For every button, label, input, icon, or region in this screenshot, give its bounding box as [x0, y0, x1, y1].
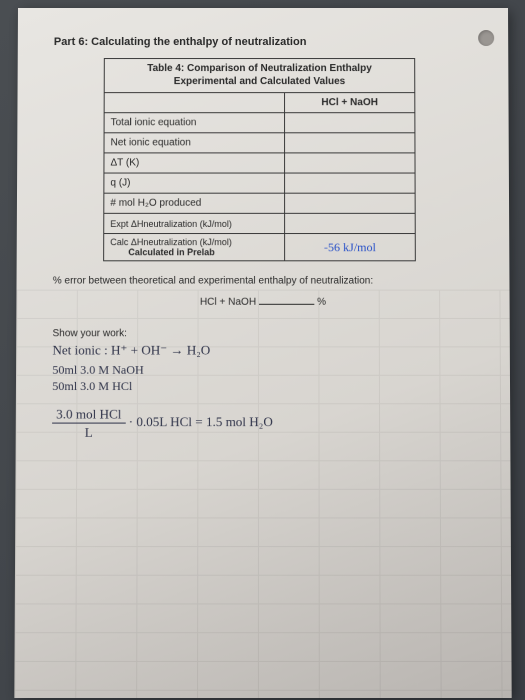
row-label: # mol H₂O produced	[104, 193, 285, 213]
fraction-numerator: 3.0 mol HCl	[52, 407, 125, 423]
row-label: Net ionic equation	[104, 133, 285, 153]
binder-hole	[478, 30, 494, 46]
blank-corner-cell	[104, 93, 284, 113]
show-work-area: Show your work: Net ionic : H⁺ + OH⁻ → H…	[52, 328, 475, 511]
table-row: Net ionic equation	[104, 133, 415, 153]
worksheet-paper: Part 6: Calculating the enthalpy of neut…	[14, 8, 511, 698]
row-value	[285, 193, 416, 213]
row-value	[285, 153, 415, 173]
neutralization-table: Table 4: Comparison of Neutralization En…	[103, 58, 416, 261]
error-prompt: % error between theoretical and experime…	[53, 275, 474, 286]
error-label: HCl + NaOH	[200, 297, 256, 308]
table-row: q (J)	[104, 173, 415, 193]
table-row: Expt ΔHneutralization (kJ/mol)	[104, 213, 416, 233]
handwriting-vol1: 50ml 3.0 M NaOH	[52, 363, 143, 378]
handwriting-calc: 3.0 mol HCl L · 0.05L HCl = 1.5 mol H₂O	[52, 407, 273, 439]
row-value	[285, 133, 415, 153]
column-header: HCl + NaOH	[285, 93, 415, 113]
handwriting-net-ionic: Net ionic : H⁺ + OH⁻ → H₂O	[52, 342, 210, 358]
error-blank	[259, 295, 314, 305]
row-label: Expt ΔHneutralization (kJ/mol)	[104, 213, 285, 233]
row-value	[285, 113, 415, 133]
caption-line2: Experimental and Calculated Values	[174, 76, 345, 87]
error-suffix: %	[317, 297, 326, 308]
section-heading: Part 6: Calculating the enthalpy of neut…	[54, 36, 472, 48]
handwriting-vol2: 50ml 3.0 M HCl	[52, 379, 132, 394]
table-container: Table 4: Comparison of Neutralization En…	[103, 58, 473, 261]
table-row: Calc ΔHneutralization (kJ/mol) Calculate…	[104, 234, 416, 261]
row-label-sub: Calculated in Prelab	[110, 247, 215, 257]
fraction-denominator: L	[52, 424, 125, 439]
show-work-label: Show your work:	[52, 328, 126, 339]
table-row: # mol H₂O produced	[104, 193, 415, 213]
table-row: Total ionic equation	[104, 113, 415, 133]
row-value-handwritten: -56 kJ/mol	[285, 234, 416, 261]
row-label-main: Calc ΔHneutralization (kJ/mol)	[110, 237, 232, 247]
row-label: Calc ΔHneutralization (kJ/mol) Calculate…	[104, 234, 285, 261]
row-label: ΔT (K)	[104, 153, 285, 173]
table-caption: Table 4: Comparison of Neutralization En…	[104, 59, 415, 93]
calc-rest: · 0.05L HCl = 1.5 mol H₂O	[129, 414, 273, 429]
caption-line1: Table 4: Comparison of Neutralization En…	[147, 63, 372, 74]
row-value	[285, 173, 416, 193]
row-label: Total ionic equation	[104, 113, 284, 133]
table-row: ΔT (K)	[104, 153, 415, 173]
error-fill-line: HCl + NaOH %	[53, 295, 474, 308]
row-value	[285, 213, 416, 233]
fraction: 3.0 mol HCl L	[52, 407, 125, 439]
row-label: q (J)	[104, 173, 285, 193]
